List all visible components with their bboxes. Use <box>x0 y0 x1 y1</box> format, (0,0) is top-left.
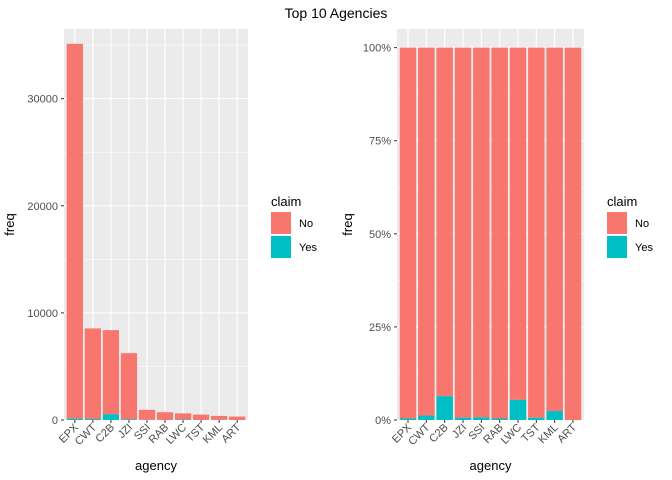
bar-no-tst <box>192 414 210 420</box>
bar-no-art <box>229 416 246 420</box>
bar-no-kml <box>211 415 228 420</box>
count-chart: 0100002000030000EPXCWTC2BJZISSIRABLWCTST… <box>2 29 317 473</box>
x-axis-title: agency <box>470 458 512 473</box>
x-axis-title: agency <box>135 458 177 473</box>
x-tick-label: ART <box>219 421 243 445</box>
bar-no-c2b <box>436 47 453 397</box>
y-tick-label: 50% <box>369 229 391 241</box>
bar-no-cwt <box>84 328 101 419</box>
legend-key-no <box>271 212 291 234</box>
bar-no-ssi <box>138 409 156 420</box>
legend-title: claim <box>607 194 637 209</box>
bar-no-tst <box>528 47 545 418</box>
legend-key-no <box>607 212 627 234</box>
x-tick-label: C2B <box>427 422 451 446</box>
x-tick-label: C2B <box>93 422 117 446</box>
y-tick-label: 25% <box>369 322 391 334</box>
legend: claim No Yes <box>271 194 317 258</box>
y-tick-label: 100% <box>363 43 391 55</box>
legend: claim No Yes <box>607 194 653 258</box>
bar-yes-jzi <box>120 419 138 420</box>
bar-yes-ssi <box>473 417 490 420</box>
bar-no-cwt <box>418 47 435 416</box>
bar-no-rab <box>156 412 174 420</box>
x-tick-label: ART <box>555 421 579 445</box>
bar-no-epx <box>399 47 417 419</box>
bar-no-art <box>564 47 582 420</box>
bar-yes-cwt <box>418 415 435 420</box>
legend-label-yes: Yes <box>635 242 653 254</box>
bar-yes-cwt <box>84 418 101 420</box>
y-axis-title: freq <box>340 213 355 235</box>
y-axis-title: freq <box>2 213 17 235</box>
bar-no-c2b <box>102 330 120 415</box>
bar-yes-epx <box>399 418 417 420</box>
x-tick-label: JZI <box>116 422 135 441</box>
bar-yes-epx <box>66 418 83 420</box>
legend-label-no: No <box>635 218 649 230</box>
bar-yes-lwc <box>509 399 527 420</box>
bar-no-ssi <box>473 47 490 418</box>
y-tick-label: 10000 <box>27 308 58 320</box>
y-tick-label: 75% <box>369 136 391 148</box>
bar-yes-c2b <box>102 414 120 420</box>
legend-key-yes <box>607 236 627 258</box>
bar-yes-tst <box>528 417 545 420</box>
chart-title: Top 10 Agencies <box>285 5 388 21</box>
bar-yes-rab <box>491 418 508 420</box>
bar-no-rab <box>491 47 508 419</box>
y-tick-label: 0% <box>375 415 391 427</box>
y-tick-label: 20000 <box>27 201 58 213</box>
bar-no-lwc <box>509 47 527 400</box>
y-tick-label: 0 <box>52 415 58 427</box>
legend-label-yes: Yes <box>299 242 317 254</box>
x-tick-label: JZI <box>450 422 469 441</box>
bar-no-lwc <box>174 413 192 420</box>
bar-yes-kml <box>546 411 563 420</box>
bar-yes-c2b <box>436 396 453 420</box>
legend-title: claim <box>271 194 301 209</box>
bar-no-kml <box>546 47 563 412</box>
bar-no-jzi <box>120 353 138 420</box>
legend-label-no: No <box>299 218 313 230</box>
bar-no-jzi <box>454 47 472 418</box>
legend-key-yes <box>271 236 291 258</box>
y-tick-label: 30000 <box>27 94 58 106</box>
bar-no-epx <box>66 43 83 419</box>
bar-yes-jzi <box>454 417 472 420</box>
